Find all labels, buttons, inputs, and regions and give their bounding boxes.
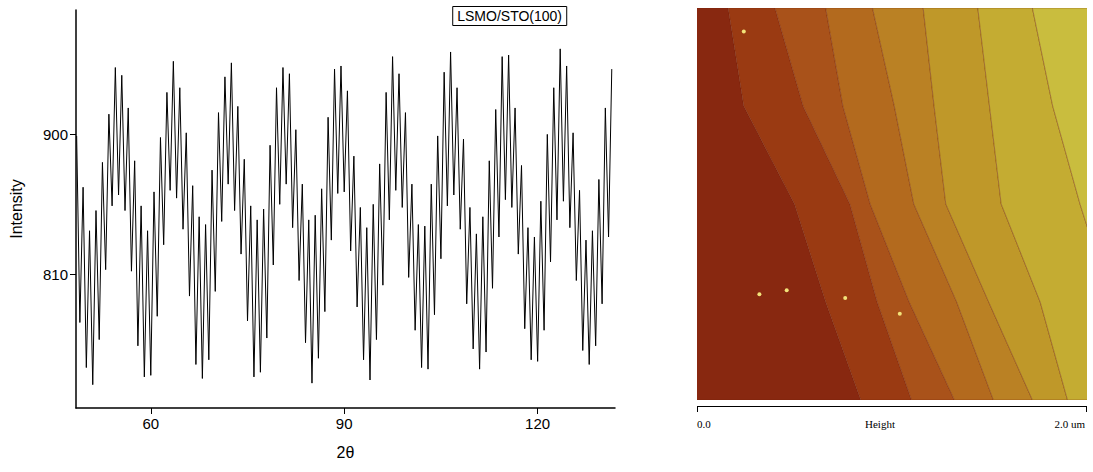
svg-text:900: 900 bbox=[43, 126, 68, 143]
html-text:2.0 um: 2.0 um bbox=[1054, 418, 1085, 430]
svg-text:60: 60 bbox=[142, 415, 159, 432]
svg-text:2θ: 2θ bbox=[337, 444, 355, 461]
html-text:Height: Height bbox=[865, 418, 895, 430]
svg-text:LSMO/STO(100): LSMO/STO(100) bbox=[457, 8, 562, 24]
svg-text:120: 120 bbox=[525, 415, 550, 432]
svg-text:810: 810 bbox=[43, 266, 68, 283]
svg-text:90: 90 bbox=[336, 415, 353, 432]
html-text:0.0: 0.0 bbox=[697, 418, 711, 430]
svg-text:Intensity: Intensity bbox=[8, 179, 25, 239]
